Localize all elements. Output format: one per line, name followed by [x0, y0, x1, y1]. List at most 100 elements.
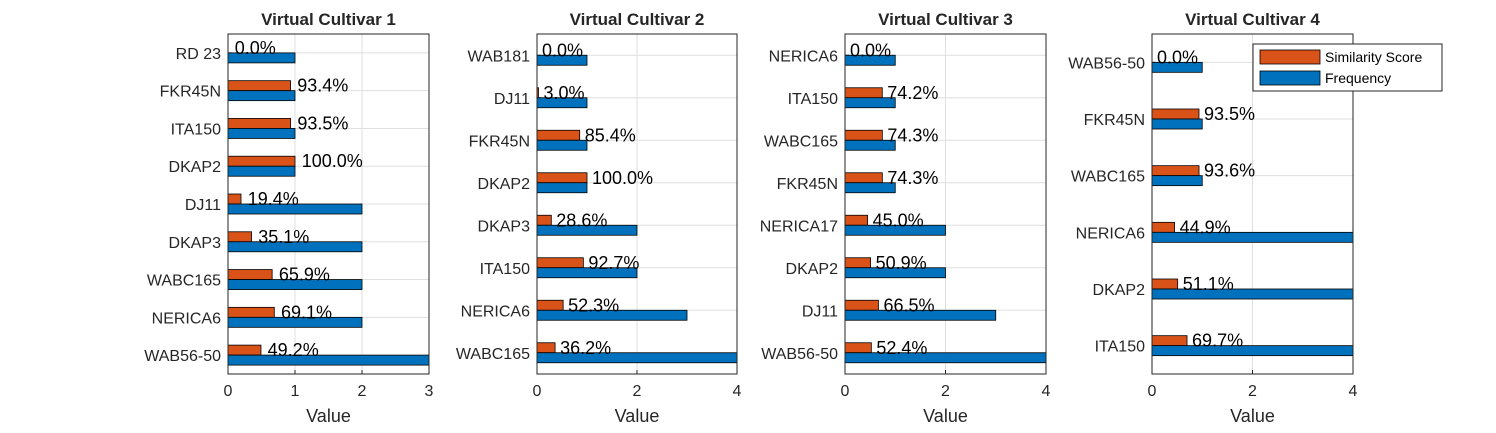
panel-4-data-label: 93.6% — [1204, 161, 1255, 181]
panel-2-data-label: 36.2% — [560, 338, 611, 358]
panel-3-data-label: 74.2% — [887, 83, 938, 103]
panel-1-similarity-bar — [227, 155, 296, 167]
panel-3-similarity-bar — [844, 129, 883, 141]
panel-1-frequency-bar — [227, 90, 296, 102]
panel-1-similarity-bar — [227, 306, 275, 318]
panel-1-xtick-label: 3 — [425, 383, 434, 400]
panel-3-similarity-bar — [844, 172, 883, 184]
panel-4-data-label: 69.7% — [1192, 331, 1243, 351]
panel-1-similarity-bar — [227, 118, 292, 129]
panel-3-xtick-label: 4 — [1042, 383, 1051, 400]
panel-2-category-label: DKAP2 — [478, 176, 531, 193]
panel-3-data-label: 50.9% — [876, 253, 927, 273]
panel-4-data-label: 0.0% — [1157, 47, 1198, 67]
panel-4-similarity-bar — [1151, 165, 1200, 177]
panel-4-frequency-bar — [1151, 345, 1354, 357]
panel-4-title: Virtual Cultivar 4 — [1185, 10, 1320, 29]
panel-4-category-label: WABC165 — [1071, 169, 1145, 186]
panel-1-data-label: 65.9% — [279, 265, 330, 285]
panel-2-similarity-bar — [536, 299, 564, 311]
panel-2-title: Virtual Cultivar 2 — [570, 10, 705, 29]
panel-4-category-label: ITA150 — [1095, 339, 1146, 356]
panel-2-data-label: 92.7% — [588, 253, 639, 273]
panel-1-category-label: DKAP3 — [169, 235, 222, 252]
panel-3-similarity-bar — [844, 214, 869, 226]
panel-3-category-label: WAB56-50 — [761, 346, 838, 363]
panel-2-category-label: ITA150 — [480, 261, 531, 278]
panel-2-data-label: 100.0% — [592, 168, 653, 188]
panel-1-frequency-bar — [227, 128, 296, 139]
panel-2-data-label: 52.3% — [568, 295, 619, 315]
panel-2-category-label: FKR45N — [469, 133, 530, 150]
panel-4-data-label: 93.5% — [1204, 104, 1255, 124]
legend-frequency-swatch — [1259, 70, 1321, 86]
panel-3-data-label: 45.0% — [873, 210, 924, 230]
panel-1-category-label: DKAP2 — [169, 159, 222, 176]
panel-3-similarity-bar — [844, 299, 879, 311]
panel-3-data-label: 0.0% — [850, 40, 891, 60]
panel-1-similarity-bar — [227, 193, 242, 205]
panel-1-data-label: 100.0% — [302, 151, 363, 171]
panel-4-category-label: WAB56-50 — [1068, 55, 1145, 72]
panel-4-similarity-bar — [1151, 221, 1175, 233]
panel-4-similarity-bar — [1151, 278, 1179, 290]
panel-2-frequency-bar — [536, 182, 588, 194]
legend-similarity-swatch — [1259, 49, 1321, 65]
panel-4-frequency-bar — [1151, 118, 1203, 130]
panel-2-xtick-label: 0 — [533, 383, 542, 400]
panel-3-similarity-bar — [844, 257, 871, 269]
panel-2-similarity-bar — [536, 172, 588, 184]
panel-2-category-label: WABC165 — [456, 346, 530, 363]
panel-1-data-label: 19.4% — [248, 189, 299, 209]
panel-1-xtick-label: 2 — [358, 383, 367, 400]
panel-1-category-label: ITA150 — [171, 121, 222, 138]
panel-4-data-label: 44.9% — [1180, 217, 1231, 237]
panel-4-xtick-label: 4 — [1349, 383, 1358, 400]
panel-2-xlabel: Value — [615, 406, 660, 426]
panel-4-category-label: NERICA6 — [1076, 225, 1145, 242]
panel-4-category-label: FKR45N — [1084, 112, 1145, 129]
panel-2-xtick-label: 2 — [633, 383, 642, 400]
panel-3-category-label: DKAP2 — [786, 261, 839, 278]
panel-3-category-label: FKR45N — [777, 176, 838, 193]
panel-1-data-label: 35.1% — [258, 227, 309, 247]
panel-1-xtick-label: 1 — [291, 383, 300, 400]
panel-4-xtick-label: 2 — [1248, 383, 1257, 400]
panel-1-data-label: 93.4% — [297, 76, 348, 96]
panel-3-xtick-label: 0 — [841, 383, 850, 400]
panel-1-title: Virtual Cultivar 1 — [261, 10, 396, 29]
panel-1-category-label: WABC165 — [147, 273, 221, 290]
panel-3-category-label: DJ11 — [802, 303, 838, 320]
panel-3-category-label: NERICA17 — [760, 218, 838, 235]
panel-1-frame — [227, 33, 430, 375]
panel-1-data-label: 49.2% — [268, 340, 319, 360]
panel-1-category-label: FKR45N — [160, 84, 221, 101]
panel-3-category-label: NERICA6 — [769, 48, 838, 65]
panel-3-similarity-bar — [844, 87, 883, 99]
panel-4-category-label: DKAP2 — [1093, 282, 1146, 299]
panel-3-category-label: ITA150 — [788, 91, 839, 108]
panel-2-frame — [536, 33, 738, 375]
panel-1-similarity-bar — [227, 344, 262, 356]
panel-3-xlabel: Value — [923, 406, 968, 426]
panel-4-xtick-label: 0 — [1148, 383, 1157, 400]
panel-2-similarity-bar — [536, 342, 556, 354]
panel-2-frequency-bar — [536, 139, 588, 151]
panel-2-data-label: 0.0% — [542, 40, 583, 60]
panel-3-category-label: WABC165 — [764, 133, 838, 150]
panel-1-xlabel: Value — [306, 406, 351, 426]
panel-4-frame — [1151, 33, 1354, 375]
panel-4-similarity-bar — [1151, 335, 1188, 347]
panel-4-xlabel: Value — [1230, 406, 1275, 426]
panel-4-frequency-bar — [1151, 175, 1203, 187]
panel-3-xtick-label: 2 — [941, 383, 950, 400]
panel-1-similarity-bar — [227, 80, 291, 92]
panel-1-category-label: WAB56-50 — [144, 348, 221, 365]
panel-1-similarity-bar — [227, 269, 273, 280]
panel-2-similarity-bar — [536, 214, 552, 226]
panel-1-data-label: 93.5% — [297, 113, 348, 133]
panel-1-similarity-bar — [227, 231, 252, 243]
panel-2-data-label: 28.6% — [556, 210, 607, 230]
